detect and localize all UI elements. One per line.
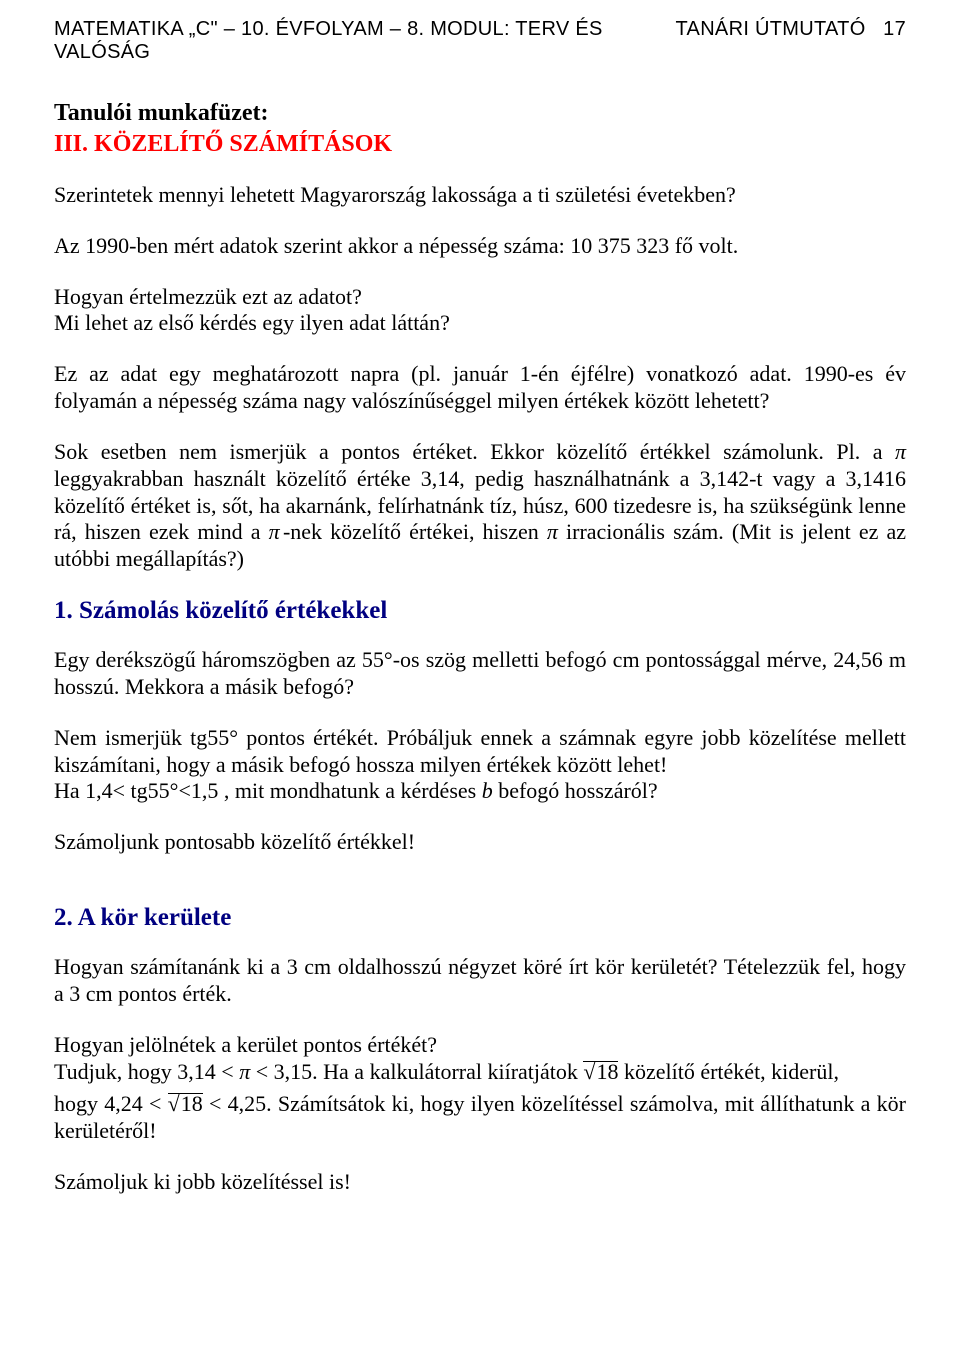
paragraph-intro: Szerintetek mennyi lehetett Magyarország… xyxy=(54,182,906,209)
paragraph-interval: Ez az adat egy meghatározott napra (pl. … xyxy=(54,361,906,415)
paragraph-circle-3c: közelítő értékét, kiderül, xyxy=(624,1059,839,1084)
paragraph-final: Számoljuk ki jobb közelítéssel is! xyxy=(54,1169,906,1196)
paragraph-pi-c: -nek közelítő értékei, hiszen xyxy=(283,519,547,544)
paragraph-triangle: Egy derékszögű háromszögben az 55°-os sz… xyxy=(54,647,906,701)
paragraph-calc: Számoljunk pontosabb közelítő értékkel! xyxy=(54,829,906,856)
paragraph-circle-1: Hogyan számítanánk ki a 3 cm oldalhosszú… xyxy=(54,954,906,1008)
section-1-title: 1. Számolás közelítő értékekkel xyxy=(54,597,906,625)
paragraph-q1: Hogyan értelmezzük ezt az adatot? xyxy=(54,284,906,311)
math-sqrt18-b: √18 xyxy=(168,1091,203,1116)
pi-symbol: π xyxy=(895,439,906,464)
paragraph-tg-b-post: befogó hosszáról? xyxy=(493,778,658,803)
pi-symbol: π xyxy=(547,519,558,544)
paragraph-1990: Az 1990-ben mért adatok szerint akkor a … xyxy=(54,233,906,260)
workbook-label: Tanulói munkafüzet: xyxy=(54,100,906,127)
header-right: TANÁRI ÚTMUTATÓ 17 xyxy=(676,18,906,64)
header-guide-label: TANÁRI ÚTMUTATÓ xyxy=(676,18,866,40)
variable-b: b xyxy=(482,778,493,803)
paragraph-q2: Mi lehet az első kérdés egy ilyen adat l… xyxy=(54,310,906,337)
page: MATEMATIKA „C" – 10. ÉVFOLYAM – 8. MODUL… xyxy=(0,0,960,1355)
math-sqrt18-high: < 4,25 xyxy=(209,1091,266,1116)
math-sqrt18: √18 xyxy=(583,1059,618,1084)
header-left: MATEMATIKA „C" – 10. ÉVFOLYAM – 8. MODUL… xyxy=(54,18,676,64)
paragraph-tg-a: Nem ismerjük tg55° pontos értékét. Próbá… xyxy=(54,725,906,779)
paragraph-circle-3b: . Ha a kalkulátorral kiíratjátok xyxy=(312,1059,583,1084)
running-header: MATEMATIKA „C" – 10. ÉVFOLYAM – 8. MODUL… xyxy=(54,18,906,64)
paragraph-circle-3a: Tudjuk, hogy xyxy=(54,1059,177,1084)
paragraph-circle-4: hogy 4,24 < √18 < 4,25. Számítsátok ki, … xyxy=(54,1091,906,1145)
math-sqrt18-low: 4,24 < xyxy=(104,1091,161,1116)
page-number: 17 xyxy=(883,18,906,40)
section-2-title: 2. A kör kerülete xyxy=(54,904,906,932)
paragraph-circle-4a: hogy xyxy=(54,1091,104,1116)
paragraph-pi-a: Sok esetben nem ismerjük a pontos értéke… xyxy=(54,439,895,464)
paragraph-circle-2: Hogyan jelölnétek a kerület pontos érték… xyxy=(54,1032,906,1059)
paragraph-pi: Sok esetben nem ismerjük a pontos értéke… xyxy=(54,439,906,573)
math-pi-range: 3,14 < π < 3,15 xyxy=(177,1059,312,1084)
paragraph-tg-b-pre: Ha 1,4< tg55°<1,5 , mit mondhatunk a kér… xyxy=(54,778,482,803)
paragraph-tg-b: Ha 1,4< tg55°<1,5 , mit mondhatunk a kér… xyxy=(54,778,906,805)
paragraph-circle-3: Tudjuk, hogy 3,14 < π < 3,15. Ha a kalku… xyxy=(54,1059,906,1086)
pi-symbol: π xyxy=(269,519,280,544)
section-3-title: III. KÖZELÍTŐ SZÁMÍTÁSOK xyxy=(54,131,906,158)
